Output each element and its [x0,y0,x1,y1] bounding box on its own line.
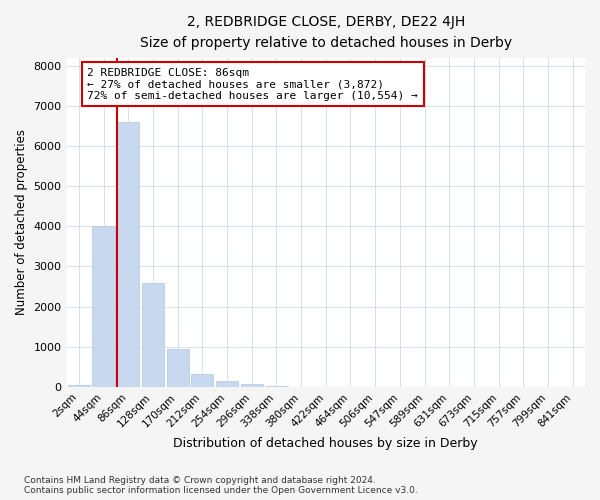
X-axis label: Distribution of detached houses by size in Derby: Distribution of detached houses by size … [173,437,478,450]
Title: 2, REDBRIDGE CLOSE, DERBY, DE22 4JH
Size of property relative to detached houses: 2, REDBRIDGE CLOSE, DERBY, DE22 4JH Size… [140,15,512,50]
Bar [117,122,139,387]
Bar [92,226,115,387]
Bar [241,384,263,387]
Bar [191,374,214,387]
Bar [142,282,164,387]
Bar [167,349,189,387]
Bar [265,386,287,387]
Y-axis label: Number of detached properties: Number of detached properties [15,130,28,316]
Text: Contains HM Land Registry data © Crown copyright and database right 2024.
Contai: Contains HM Land Registry data © Crown c… [24,476,418,495]
Bar [216,381,238,387]
Bar [68,384,90,387]
Text: 2 REDBRIDGE CLOSE: 86sqm
← 27% of detached houses are smaller (3,872)
72% of sem: 2 REDBRIDGE CLOSE: 86sqm ← 27% of detach… [87,68,418,101]
